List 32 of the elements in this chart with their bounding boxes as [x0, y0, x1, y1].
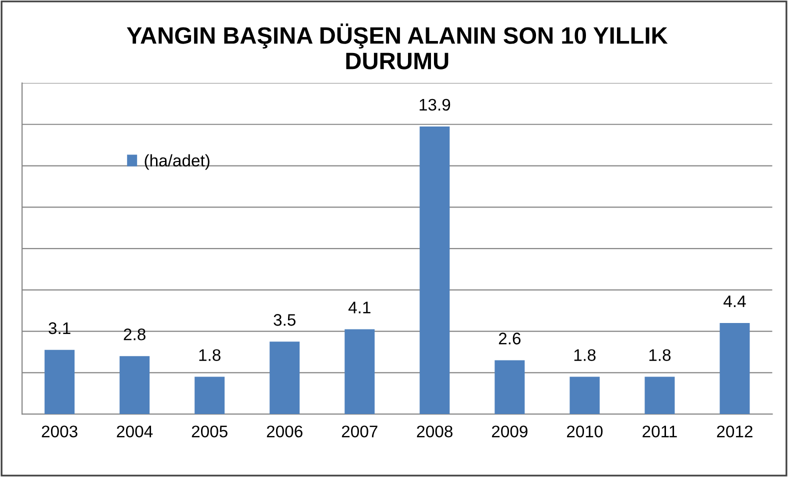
data-label: 1.8 — [649, 349, 671, 361]
bar — [494, 360, 525, 414]
bar — [720, 323, 750, 414]
legend-label: (ha/adet) — [144, 154, 210, 170]
x-tick-label: 2003 — [42, 426, 78, 438]
x-tick-label: 2010 — [567, 426, 603, 438]
bar — [644, 376, 675, 414]
data-label: 4.4 — [724, 296, 746, 308]
data-label: 3.1 — [48, 322, 70, 334]
x-tick-label: 2007 — [342, 426, 378, 438]
data-label: 1.8 — [199, 349, 220, 361]
bar — [44, 350, 75, 414]
x-tick-label: 2009 — [492, 426, 528, 438]
x-tick-label: 2006 — [266, 426, 302, 438]
bar — [120, 356, 150, 414]
data-label: 2.6 — [498, 332, 521, 344]
bar — [270, 342, 300, 414]
bar — [420, 126, 450, 414]
bar — [344, 329, 375, 414]
bar — [194, 376, 225, 414]
data-label: 4.1 — [348, 302, 370, 314]
bar — [570, 376, 600, 414]
data-label: 2.8 — [124, 328, 146, 340]
x-tick-label: 2004 — [116, 426, 153, 438]
chart-title: YANGIN BAŞINA DÜŞEN ALANIN SON 10 YILLIK DURUMU — [126, 24, 668, 70]
data-label: 3.5 — [274, 314, 296, 326]
x-tick-label: 2011 — [642, 426, 677, 438]
data-label: 1.8 — [574, 349, 596, 361]
x-tick-label: 2012 — [717, 426, 752, 438]
x-tick-label: 2005 — [192, 426, 228, 438]
x-tick-label: 2008 — [416, 426, 452, 438]
data-label: 13.9 — [420, 98, 450, 111]
